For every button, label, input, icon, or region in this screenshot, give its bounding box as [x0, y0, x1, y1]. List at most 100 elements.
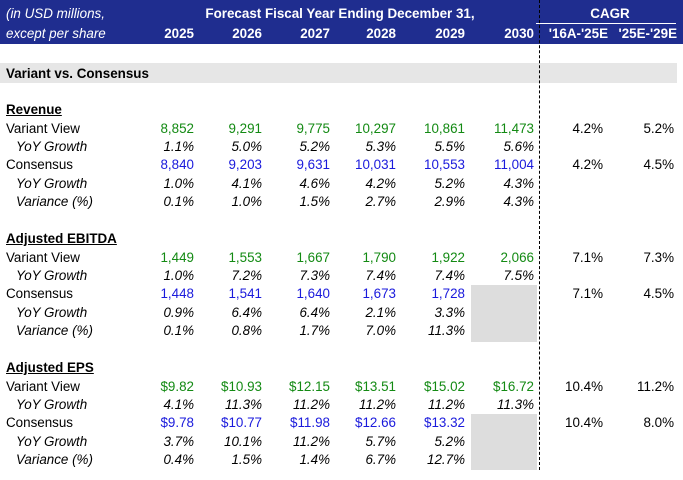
ebitda-variance-cell: 0.8%: [231, 323, 262, 338]
revenue-variant-yoy-label: YoY Growth: [16, 139, 88, 154]
revenue-consensus-cell: 9,203: [228, 157, 262, 172]
forecast-title: Forecast Fiscal Year Ending December 31,: [205, 6, 475, 21]
ebitda-variant-yoy-cell: 7.3%: [299, 268, 330, 283]
ebitda-variant-cell: 1,790: [362, 250, 396, 265]
ebitda-consensus-cagr-cell: 7.1%: [572, 286, 603, 301]
ebitda-variant-cell: 1,553: [228, 250, 262, 265]
revenue-variant-yoy-cell: 5.3%: [365, 139, 396, 154]
revenue-variance-cell: 2.7%: [365, 194, 396, 209]
eps-variant-cell: $9.82: [160, 379, 194, 394]
eps-title: Adjusted EPS: [6, 360, 94, 375]
revenue-consensus-yoy-cell: 4.2%: [365, 176, 396, 191]
ebitda-consensus-yoy-cell: 2.1%: [365, 305, 396, 320]
section-band: [0, 63, 677, 83]
eps-variant-yoy-label: YoY Growth: [16, 397, 88, 412]
eps-consensus-cell: $12.66: [355, 415, 396, 430]
ebitda-variance-cell: 11.3%: [428, 323, 465, 338]
eps-consensus-cell: $13.32: [424, 415, 465, 430]
eps-variant-cell: $16.72: [493, 379, 534, 394]
eps-consensus-cell: $11.98: [290, 415, 330, 430]
year-2026: 2026: [232, 26, 262, 41]
eps-variant-cell: $12.15: [289, 379, 330, 394]
revenue-variance-label: Variance (%): [16, 194, 93, 209]
ebitda-variant-yoy-label: YoY Growth: [16, 268, 88, 283]
revenue-consensus-yoy-cell: 4.1%: [231, 176, 262, 191]
ebitda-variant-cell: 2,066: [500, 250, 534, 265]
revenue-consensus-yoy-cell: 4.6%: [299, 176, 330, 191]
ebitda-variant-cell: 1,449: [160, 250, 194, 265]
revenue-consensus-cell: 9,631: [296, 157, 330, 172]
table-header: [0, 0, 683, 44]
ebitda-missing-box: [471, 285, 537, 342]
eps-variant-yoy-cell: 11.2%: [428, 397, 465, 412]
ebitda-consensus-cell: 1,541: [228, 286, 262, 301]
eps-missing-box: [471, 414, 537, 470]
ebitda-variant-yoy-cell: 7.4%: [365, 268, 396, 283]
revenue-variant-cell: 9,775: [296, 121, 330, 136]
revenue-variant-cell: 10,861: [424, 121, 465, 136]
revenue-variance-cell: 1.5%: [299, 194, 330, 209]
year-2025: 2025: [164, 26, 194, 41]
ebitda-variance-cell: 1.7%: [299, 323, 330, 338]
eps-consensus-yoy-cell: 11.2%: [293, 434, 330, 449]
revenue-variant-yoy-cell: 5.0%: [231, 139, 262, 154]
cagr-col-1: '16A-'25E: [548, 26, 608, 41]
eps-variance-label: Variance (%): [16, 452, 93, 467]
eps-variance-cell: 0.4%: [163, 452, 194, 467]
eps-variant-cagr-cell: 10.4%: [565, 379, 603, 394]
eps-variant-cagr-cell: 11.2%: [637, 379, 674, 394]
eps-consensus-cagr-cell: 8.0%: [643, 415, 674, 430]
ebitda-variant-yoy-cell: 1.0%: [163, 268, 194, 283]
ebitda-variant-yoy-cell: 7.5%: [503, 268, 534, 283]
revenue-variant-yoy-cell: 1.1%: [163, 139, 194, 154]
revenue-consensus-yoy-cell: 4.3%: [503, 176, 534, 191]
unit-note-line1: (in USD millions,: [6, 6, 105, 21]
ebitda-consensus-cell: 1,640: [296, 286, 330, 301]
eps-consensus-cell: $9.78: [160, 415, 194, 430]
ebitda-consensus-label: Consensus: [6, 286, 73, 301]
revenue-consensus-yoy-cell: 1.0%: [163, 176, 194, 191]
revenue-variant-cell: 10,297: [355, 121, 396, 136]
ebitda-variant-cagr-cell: 7.3%: [643, 250, 674, 265]
eps-variant-yoy-cell: 4.1%: [163, 397, 194, 412]
eps-variance-cell: 6.7%: [365, 452, 396, 467]
eps-consensus-yoy-cell: 5.2%: [434, 434, 465, 449]
ebitda-variant-yoy-cell: 7.2%: [231, 268, 262, 283]
eps-variance-cell: 1.5%: [231, 452, 262, 467]
ebitda-variant-label: Variant View: [6, 250, 80, 265]
eps-consensus-cagr-cell: 10.4%: [565, 415, 603, 430]
revenue-consensus-cell: 11,004: [494, 157, 534, 172]
ebitda-variant-cell: 1,922: [431, 250, 465, 265]
revenue-variant-cagr-cell: 4.2%: [572, 121, 603, 136]
revenue-variance-cell: 0.1%: [163, 194, 194, 209]
revenue-title: Revenue: [6, 102, 62, 117]
ebitda-variant-cagr-cell: 7.1%: [572, 250, 603, 265]
section-title: Variant vs. Consensus: [6, 66, 149, 81]
eps-variant-label: Variant View: [6, 379, 80, 394]
year-2029: 2029: [435, 26, 465, 41]
year-2028: 2028: [366, 26, 396, 41]
eps-variant-yoy-cell: 11.3%: [225, 397, 262, 412]
ebitda-title: Adjusted EBITDA: [6, 231, 117, 246]
cagr-col-2: '25E-'29E: [618, 26, 677, 41]
ebitda-consensus-cell: 1,673: [362, 286, 396, 301]
revenue-variant-cell: 9,291: [228, 121, 262, 136]
eps-variant-yoy-cell: 11.2%: [359, 397, 396, 412]
eps-consensus-cell: $10.77: [221, 415, 262, 430]
unit-note-line2: except per share: [6, 26, 106, 41]
eps-variant-yoy-cell: 11.3%: [497, 397, 534, 412]
revenue-variance-cell: 1.0%: [231, 194, 262, 209]
cagr-title: CAGR: [590, 6, 630, 21]
revenue-variance-cell: 2.9%: [434, 194, 465, 209]
ebitda-consensus-yoy-cell: 6.4%: [231, 305, 262, 320]
revenue-variant-cell: 8,852: [160, 121, 194, 136]
ebitda-consensus-yoy-cell: 3.3%: [434, 305, 465, 320]
revenue-consensus-cagr-cell: 4.2%: [572, 157, 603, 172]
eps-variance-cell: 1.4%: [299, 452, 330, 467]
revenue-consensus-yoy-label: YoY Growth: [16, 176, 88, 191]
ebitda-consensus-yoy-label: YoY Growth: [16, 305, 88, 320]
ebitda-variant-yoy-cell: 7.4%: [434, 268, 465, 283]
eps-variant-yoy-cell: 11.2%: [293, 397, 330, 412]
eps-variant-cell: $13.51: [355, 379, 396, 394]
ebitda-variance-label: Variance (%): [16, 323, 93, 338]
